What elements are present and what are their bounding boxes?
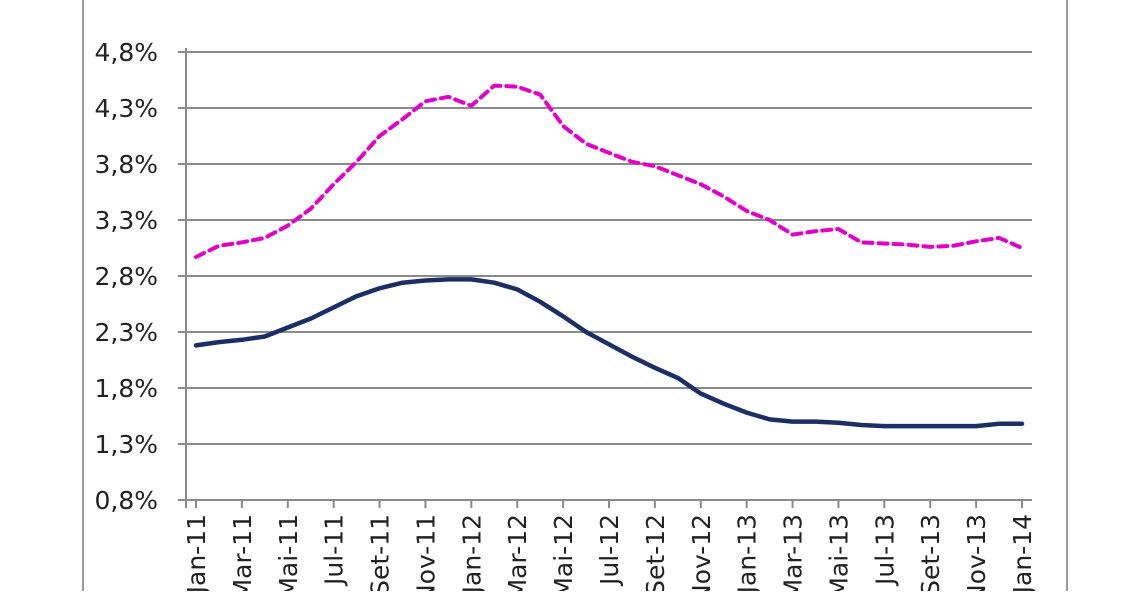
series-lines — [193, 83, 1025, 429]
x-tick-label: Jul-12 — [595, 514, 624, 587]
x-tick-label: Jul-11 — [320, 514, 349, 587]
y-tick-label: 4,3% — [94, 94, 158, 123]
series-line-2 — [193, 277, 1025, 429]
x-tick-label: Mar-11 — [228, 514, 257, 591]
series-line-1 — [194, 83, 1024, 259]
chart-border-right — [1066, 0, 1068, 591]
y-tick-label: 3,3% — [94, 206, 158, 235]
x-tick-label: Set-12 — [641, 514, 670, 591]
gridlines — [186, 51, 1032, 501]
x-tick-label: Mar-13 — [779, 514, 808, 591]
axes — [178, 48, 1032, 508]
x-tick-label: Mai-13 — [824, 514, 853, 591]
y-tick-label: 1,3% — [94, 430, 158, 459]
x-tick-label: Jul-13 — [870, 514, 899, 587]
y-tick-label: 2,3% — [94, 318, 158, 347]
x-tick-label: Mai-12 — [549, 514, 578, 591]
x-tick-label: Jan-12 — [457, 514, 486, 591]
chart-border-left — [82, 0, 84, 591]
y-axis-tick-labels: 0,8% 1,3% 1,8% 2,3% 2,8% 3,3% 3,8% 4,3% 4,8% — [94, 38, 158, 515]
x-tick-label: Set-13 — [916, 514, 945, 591]
x-tick-label: Jan-14 — [1008, 514, 1037, 591]
x-tick-label: Jan-13 — [733, 514, 762, 591]
x-tick-label: Nov-13 — [962, 514, 991, 591]
x-tick-label: Set-11 — [366, 514, 395, 591]
x-axis-tick-labels: Jan-11 Mar-11 Mai-11 Jul-11 Set-11 Nov-11 Jan-… — [182, 514, 1037, 595]
y-tick-label: 0,8% — [94, 486, 158, 515]
y-tick-label: 2,8% — [94, 262, 158, 291]
x-tick-label: Nov-12 — [687, 514, 716, 591]
x-tick-label: Mar-12 — [503, 514, 532, 591]
y-tick-label: 4,8% — [94, 38, 158, 67]
x-tick-label: Nov-11 — [411, 514, 440, 591]
x-tick-label: Mai-11 — [274, 514, 303, 591]
x-tick-label: Jan-11 — [182, 514, 211, 591]
y-tick-label: 1,8% — [94, 374, 158, 403]
y-tick-label: 3,8% — [94, 150, 158, 179]
